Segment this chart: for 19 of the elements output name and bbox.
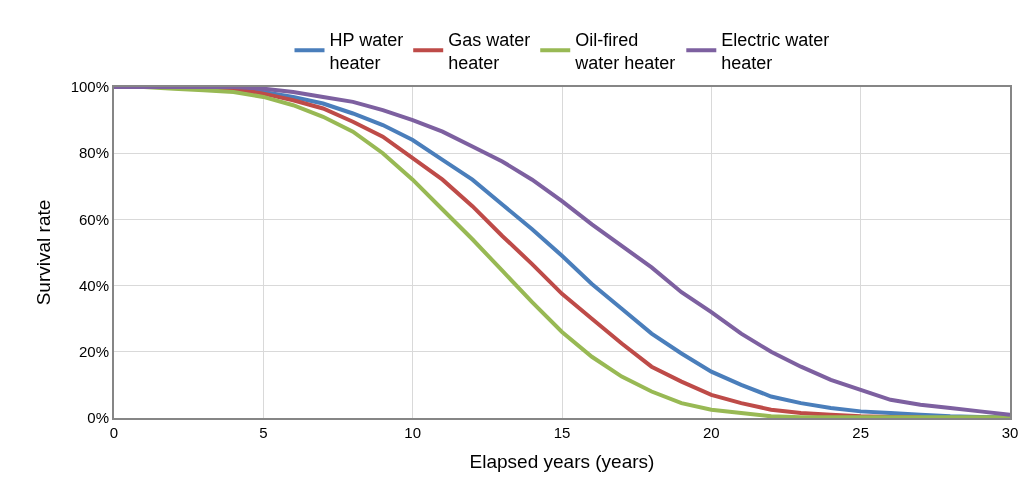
x-axis-title: Elapsed years (years) — [469, 451, 655, 473]
legend-label: Electric water heater — [721, 29, 830, 73]
legend-label: Gas water heater — [448, 29, 531, 73]
x-tick-label: 15 — [553, 424, 571, 441]
y-tick-label: 80% — [78, 144, 109, 162]
y-tick-label: 40% — [78, 276, 109, 294]
x-tick-label: 10 — [404, 424, 422, 441]
y-tick-label: 0% — [87, 409, 109, 427]
y-axis-title: Survival rate — [32, 199, 54, 306]
x-tick-label: 20 — [702, 424, 720, 441]
x-tick-label: 0 — [109, 424, 119, 441]
y-tick-label: 60% — [78, 210, 109, 228]
legend-label: HP water heater — [329, 29, 404, 73]
y-tick-label: 100% — [70, 78, 109, 96]
x-tick-label: 30 — [1001, 424, 1019, 441]
x-tick-label: 25 — [852, 424, 870, 441]
x-tick-label: 5 — [259, 424, 268, 441]
legend-label: Oil-fired water heater — [574, 29, 676, 73]
y-tick-label: 20% — [78, 343, 109, 361]
